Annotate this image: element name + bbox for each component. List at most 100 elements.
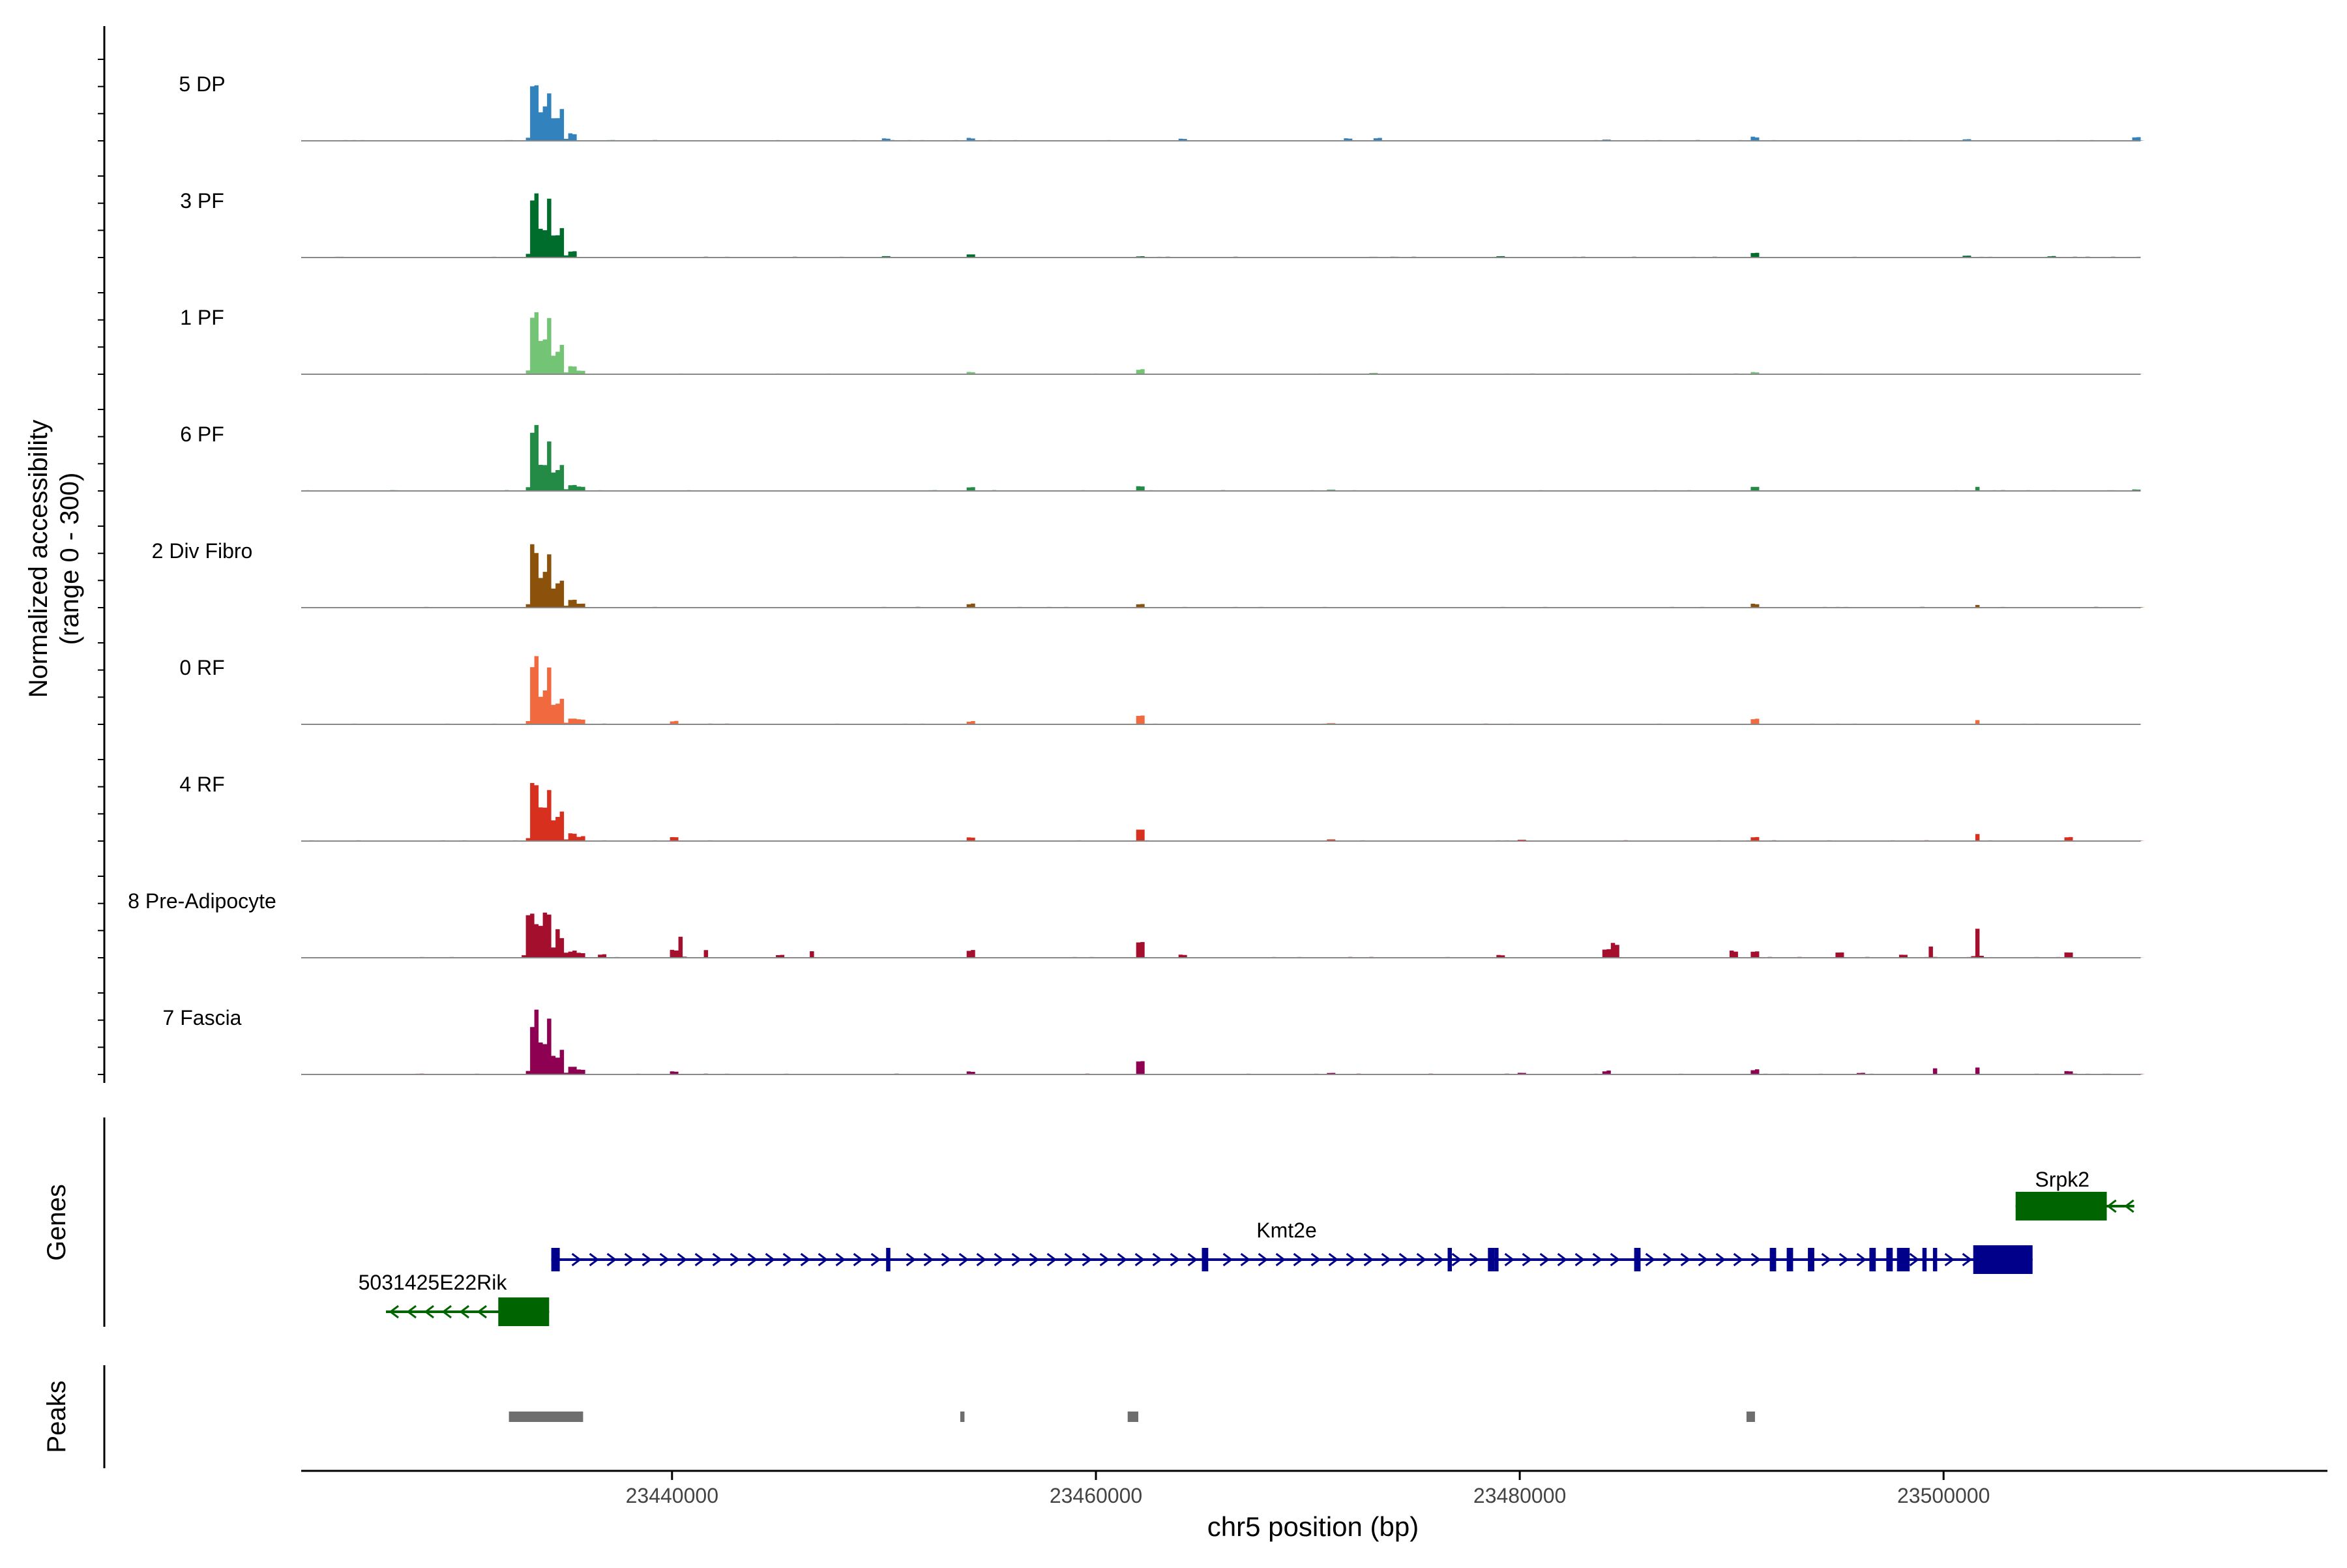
strand-chevron: [1082, 1252, 1093, 1267]
genes-y-axis-title: Genes: [42, 1184, 71, 1261]
strand-chevron: [1398, 1252, 1410, 1267]
tracks-y-axis-title-line2: (range 0 - 300): [55, 473, 84, 645]
track-label: 5 DP: [179, 72, 225, 96]
strand-chevron: [747, 1252, 758, 1267]
exon: [1447, 1248, 1452, 1271]
strand-chevron: [800, 1252, 811, 1267]
exon: [1494, 1248, 1499, 1271]
peak-region: [1127, 1412, 1138, 1422]
strand-chevron: [1522, 1252, 1533, 1267]
track-7-fascia: 7 Fascia: [163, 1006, 2145, 1075]
strand-chevron: [389, 1305, 399, 1319]
strand-chevron: [1680, 1252, 1691, 1267]
coverage-area: [301, 544, 2145, 608]
peaks-panel: [509, 1412, 1755, 1422]
track-0-rf: 0 RF: [179, 656, 2145, 725]
track-label: 8 Pre-Adipocyte: [128, 889, 276, 913]
track-label: 0 RF: [179, 656, 224, 679]
coverage-area: [301, 193, 2145, 258]
strand-chevron: [1557, 1252, 1568, 1267]
exon: [1808, 1248, 1814, 1271]
strand-chevron: [477, 1305, 487, 1319]
track-label: 6 PF: [180, 422, 224, 446]
strand-chevron: [1099, 1252, 1110, 1267]
strand-chevron: [1363, 1252, 1374, 1267]
exon: [1634, 1248, 1641, 1271]
x-tick-label: 23480000: [1473, 1484, 1566, 1507]
track-5-dp: 5 DP: [179, 72, 2145, 141]
exon: [1769, 1248, 1777, 1271]
strand-chevron: [589, 1252, 600, 1267]
strand-chevron: [1117, 1252, 1128, 1267]
exon: [1932, 1248, 1938, 1271]
strand-chevron: [1152, 1252, 1163, 1267]
strand-chevron: [1134, 1252, 1145, 1267]
strand-chevron: [624, 1252, 635, 1267]
strand-chevron: [976, 1252, 987, 1267]
gene-label: 5031425E22Rik: [359, 1271, 508, 1294]
x-tick-label: 23500000: [1897, 1484, 1990, 1507]
strand-chevron: [1962, 1252, 1973, 1267]
tracks-y-axis: [98, 26, 106, 1083]
strand-chevron: [923, 1252, 934, 1267]
strand-chevron: [1170, 1252, 1181, 1267]
strand-chevron: [1416, 1252, 1427, 1267]
strand-chevron: [694, 1252, 705, 1267]
x-tick-label: 23440000: [626, 1484, 718, 1507]
strand-chevron: [606, 1252, 617, 1267]
strand-chevron: [1029, 1252, 1040, 1267]
exon: [1202, 1248, 1209, 1271]
exon: [1886, 1248, 1893, 1271]
strand-chevron: [1434, 1252, 1445, 1267]
strand-chevron: [1275, 1252, 1286, 1267]
track-4-rf: 4 RF: [179, 773, 2145, 842]
gene-kmt2e: Kmt2e: [551, 1219, 2033, 1274]
strand-chevron: [994, 1252, 1005, 1267]
strand-chevron: [1240, 1252, 1251, 1267]
tracks-y-axis-title-line1: Normalized accessibility: [24, 420, 53, 698]
strand-chevron: [424, 1305, 434, 1319]
strand-chevron: [406, 1305, 417, 1319]
peak-region: [509, 1412, 583, 1422]
exon: [1488, 1248, 1495, 1271]
strand-chevron: [1944, 1252, 1955, 1267]
exon: [2015, 1192, 2107, 1220]
coverage-tracks: 5 DP 3 PF 1 PF 6 PF 2 Div Fibro 0 RF 4 RF 8 Pre…: [128, 72, 2145, 1075]
peak-region: [1746, 1412, 1755, 1422]
strand-chevron: [1592, 1252, 1603, 1267]
track-8-pre-adipocyte: 8 Pre-Adipocyte: [128, 889, 2145, 958]
exon: [1786, 1248, 1793, 1271]
strand-chevron: [712, 1252, 723, 1267]
strand-chevron: [1610, 1252, 1621, 1267]
track-1-pf: 1 PF: [180, 306, 2145, 375]
coverage-area: [301, 424, 2145, 491]
strand-chevron: [1469, 1252, 1480, 1267]
exon: [1973, 1245, 2033, 1274]
strand-chevron: [1750, 1252, 1762, 1267]
strand-chevron: [1451, 1252, 1462, 1267]
track-2-div-fibro: 2 Div Fibro: [152, 539, 2145, 608]
strand-chevron: [1187, 1252, 1198, 1267]
strand-chevron: [441, 1305, 452, 1319]
strand-chevron: [1222, 1252, 1233, 1267]
track-label: 3 PF: [180, 189, 224, 213]
exon: [498, 1297, 550, 1326]
strand-chevron: [1838, 1252, 1850, 1267]
exon: [1922, 1248, 1927, 1271]
coverage-area: [301, 85, 2145, 141]
coverage-area: [301, 1009, 2145, 1074]
peaks-y-axis-title: Peaks: [42, 1380, 71, 1453]
strand-chevron: [1258, 1252, 1269, 1267]
exon: [1897, 1248, 1910, 1271]
strand-chevron: [941, 1252, 952, 1267]
strand-chevron: [765, 1252, 776, 1267]
strand-chevron: [958, 1252, 969, 1267]
x-tick-label: 23460000: [1050, 1484, 1142, 1507]
strand-chevron: [1504, 1252, 1515, 1267]
track-label: 1 PF: [180, 306, 224, 329]
strand-chevron: [1733, 1252, 1744, 1267]
strand-chevron: [1856, 1252, 1867, 1267]
strand-chevron: [571, 1252, 582, 1267]
x-axis: 23440000 23460000 23480000 23500000: [301, 1470, 2327, 1507]
